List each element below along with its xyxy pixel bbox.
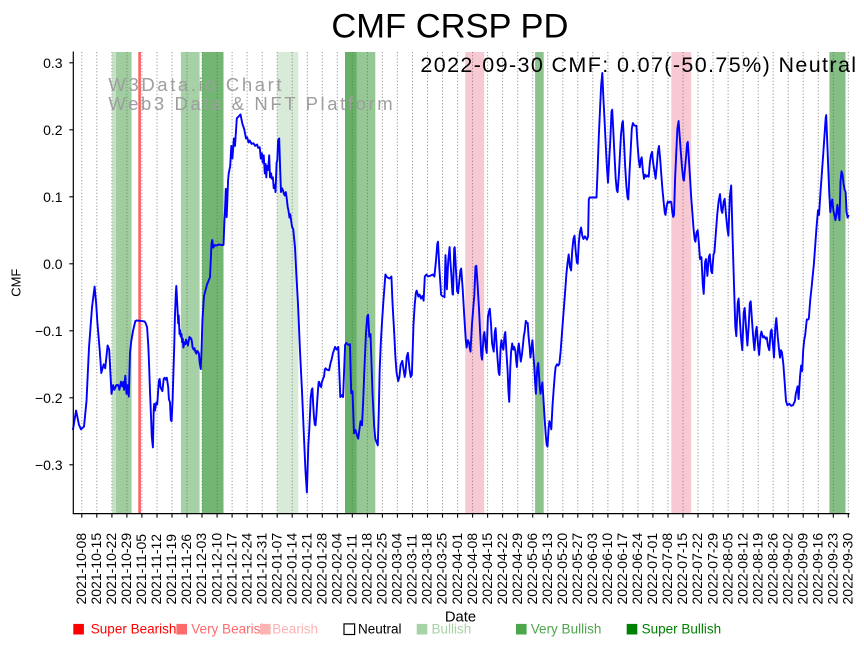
svg-text:0.1: 0.1 <box>43 189 63 205</box>
svg-text:0.0: 0.0 <box>43 256 63 272</box>
svg-text:2021-11-26: 2021-11-26 <box>178 534 194 605</box>
svg-text:2021-12-24: 2021-12-24 <box>238 533 254 605</box>
svg-text:2022-03-18: 2022-03-18 <box>419 533 435 605</box>
svg-text:2022-09-23: 2022-09-23 <box>825 533 841 605</box>
svg-text:CMF CRSP PD: CMF CRSP PD <box>331 7 568 45</box>
svg-text:2021-12-31: 2021-12-31 <box>253 533 269 605</box>
svg-text:2022-08-26: 2022-08-26 <box>764 533 780 605</box>
svg-text:2022-03-25: 2022-03-25 <box>434 533 450 605</box>
svg-text:2022-07-22: 2022-07-22 <box>689 533 705 605</box>
svg-text:2022-08-19: 2022-08-19 <box>749 533 765 605</box>
svg-text:Very Bearish: Very Bearish <box>191 622 268 637</box>
svg-text:2022-01-21: 2022-01-21 <box>299 533 315 605</box>
svg-text:2021-10-29: 2021-10-29 <box>118 533 134 605</box>
svg-text:−0.3: −0.3 <box>35 457 63 473</box>
svg-text:2021-12-03: 2021-12-03 <box>193 533 209 605</box>
svg-text:2022-05-20: 2022-05-20 <box>554 533 570 605</box>
svg-text:2022-09-02: 2022-09-02 <box>779 533 795 605</box>
svg-text:Super Bullish: Super Bullish <box>642 622 722 637</box>
svg-text:2022-09-16: 2022-09-16 <box>810 533 826 605</box>
svg-text:2022-08-05: 2022-08-05 <box>719 533 735 605</box>
svg-text:Date: Date <box>445 609 476 625</box>
svg-text:2022-04-08: 2022-04-08 <box>464 533 480 605</box>
svg-text:2021-12-17: 2021-12-17 <box>223 533 239 605</box>
svg-text:Bullish: Bullish <box>432 622 472 637</box>
svg-text:0.2: 0.2 <box>43 122 63 138</box>
svg-text:2021-11-05: 2021-11-05 <box>133 534 149 605</box>
svg-text:2022-06-10: 2022-06-10 <box>599 533 615 605</box>
svg-text:2022-05-13: 2022-05-13 <box>539 533 555 605</box>
svg-text:2022-09-30: 2022-09-30 <box>840 533 856 605</box>
svg-text:Super Bearish: Super Bearish <box>91 622 177 637</box>
svg-text:2022-09-09: 2022-09-09 <box>794 533 810 605</box>
svg-text:Very Bullish: Very Bullish <box>531 622 602 637</box>
svg-text:2021-11-12: 2021-11-12 <box>148 534 164 605</box>
svg-text:CMF: CMF <box>9 269 24 297</box>
svg-text:2022-07-08: 2022-07-08 <box>659 533 675 605</box>
svg-text:W3Data.io Chart: W3Data.io Chart <box>108 74 284 95</box>
svg-text:2022-01-07: 2022-01-07 <box>268 533 284 605</box>
svg-text:2022-07-15: 2022-07-15 <box>674 533 690 605</box>
svg-text:Neutral: Neutral <box>358 622 402 637</box>
svg-text:2022-02-11: 2022-02-11 <box>344 534 360 605</box>
svg-text:2022-04-15: 2022-04-15 <box>479 533 495 605</box>
svg-text:2022-06-24: 2022-06-24 <box>629 533 645 605</box>
svg-text:2022-02-18: 2022-02-18 <box>359 533 375 605</box>
svg-text:2022-07-29: 2022-07-29 <box>704 533 720 605</box>
svg-text:2021-12-10: 2021-12-10 <box>208 533 224 605</box>
svg-text:2022-04-29: 2022-04-29 <box>509 533 525 605</box>
svg-text:Web3 Data & NFT Platform: Web3 Data & NFT Platform <box>108 93 395 114</box>
svg-text:2022-05-27: 2022-05-27 <box>569 533 585 605</box>
svg-text:2022-05-06: 2022-05-06 <box>524 533 540 605</box>
svg-text:2022-06-03: 2022-06-03 <box>584 533 600 605</box>
svg-text:2022-01-14: 2022-01-14 <box>283 533 299 605</box>
svg-text:2022-09-30 CMF: 0.07(-50.75%): 2022-09-30 CMF: 0.07(-50.75%) Neutral <box>420 53 857 77</box>
svg-text:2022-04-22: 2022-04-22 <box>494 533 510 605</box>
svg-text:2021-10-22: 2021-10-22 <box>103 533 119 605</box>
svg-text:2021-10-15: 2021-10-15 <box>88 533 104 605</box>
svg-text:0.3: 0.3 <box>43 55 63 71</box>
svg-text:2022-02-04: 2022-02-04 <box>329 533 345 605</box>
svg-text:2022-03-04: 2022-03-04 <box>389 533 405 605</box>
svg-text:2022-08-12: 2022-08-12 <box>734 533 750 605</box>
svg-text:−0.1: −0.1 <box>35 323 63 339</box>
svg-text:2022-07-01: 2022-07-01 <box>644 533 660 605</box>
svg-text:2021-10-08: 2021-10-08 <box>73 533 89 605</box>
svg-text:2022-06-17: 2022-06-17 <box>614 533 630 605</box>
svg-text:Bearish: Bearish <box>272 622 318 637</box>
svg-text:2022-04-01: 2022-04-01 <box>449 533 465 605</box>
svg-text:−0.2: −0.2 <box>35 390 63 406</box>
svg-text:2022-03-11: 2022-03-11 <box>404 534 420 605</box>
svg-text:2021-11-19: 2021-11-19 <box>163 534 179 605</box>
svg-text:2022-02-25: 2022-02-25 <box>374 533 390 605</box>
svg-text:2022-01-28: 2022-01-28 <box>314 533 330 605</box>
